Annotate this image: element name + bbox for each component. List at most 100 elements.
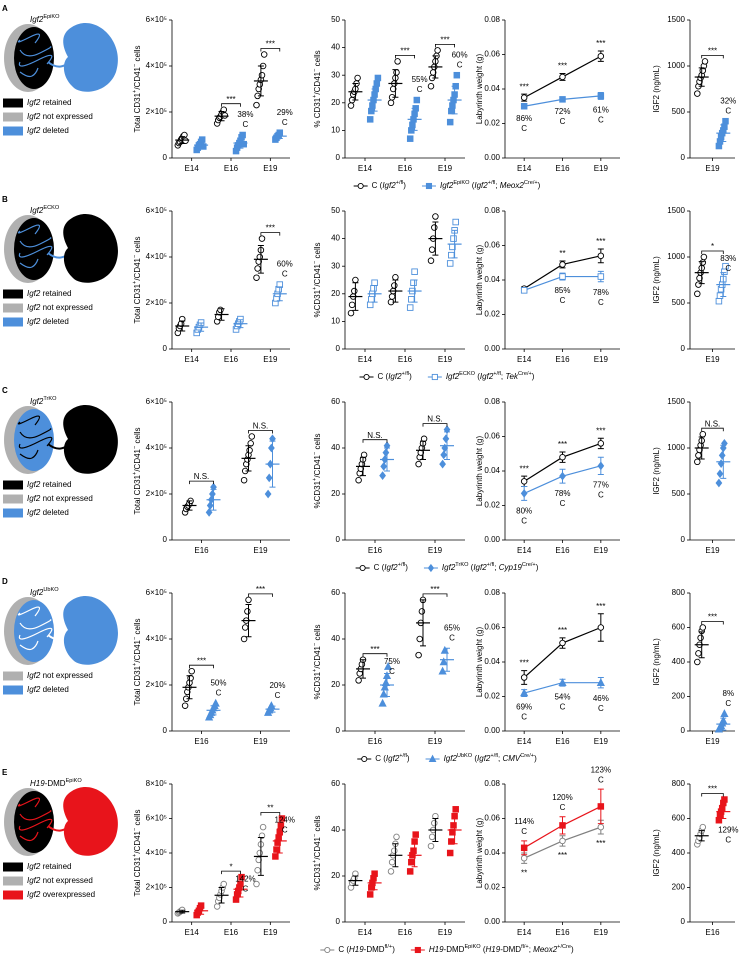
sd-bar [218, 887, 225, 904]
legend-label-part: ( [475, 372, 480, 381]
legend-label-part: H19 [429, 945, 444, 954]
vessel [18, 627, 53, 640]
sd-bar [384, 673, 390, 697]
comparison-label: C [725, 699, 731, 708]
y-tick-label: 2×10⁵ [146, 680, 167, 689]
percent-label: 60% [452, 50, 468, 59]
line-point [597, 252, 605, 260]
data-point [431, 224, 438, 231]
legend: C (Igf2+/fl) Igf2UbKO (Igf2+/fl; CMVCre/+… [357, 753, 537, 763]
data-point [716, 469, 724, 479]
data-point [254, 265, 261, 272]
vessel [19, 619, 52, 630]
comparison-label: C [598, 298, 604, 307]
y-tick-label: 20 [331, 489, 340, 498]
y-tick-label: 0 [681, 535, 686, 544]
line-point [559, 471, 566, 481]
sd-bar [444, 647, 450, 672]
comparison-label: C [521, 124, 527, 133]
y-tick-label: 0.08 [484, 206, 500, 215]
legend-label-part: +/fl [402, 371, 410, 377]
data-point [273, 846, 280, 853]
legend-label-part: ; [501, 372, 505, 381]
y-tick-label: 2×10⁵ [146, 883, 167, 892]
legend-label: C (Igf2+/fl) [375, 753, 410, 763]
line-point [520, 489, 528, 498]
y-axis-title: %CD31+/CD41− cells [312, 433, 322, 508]
sd-bar [198, 141, 205, 150]
data-point [416, 635, 423, 643]
legend-label-part: ) [571, 945, 574, 954]
data-point [439, 657, 448, 666]
significance-label: *** [558, 440, 567, 449]
legend-label-part: ECKO [459, 371, 476, 377]
data-point [406, 868, 414, 875]
percent-label: 120% [552, 793, 572, 802]
data-point [255, 856, 262, 864]
comparison-label: C [521, 827, 527, 836]
percent-label: 78% [554, 489, 570, 498]
labyrinth [14, 218, 54, 280]
y-axis-title: Total CD31+/CD41− cells [132, 809, 142, 896]
y-axis-title-part: %CD31 [313, 671, 322, 699]
y-axis-title-part: − [312, 643, 318, 646]
percent-label: 114% [514, 817, 534, 826]
diagram-title: Igf2UbKO [30, 587, 59, 597]
data-point [440, 450, 448, 460]
diagram-legend-label: Igf2 overexpressed [27, 890, 95, 899]
x-tick-label: E19 [438, 164, 453, 173]
comparison-label: C [598, 775, 604, 784]
data-point [366, 116, 374, 123]
data-point [450, 235, 457, 242]
line-point [597, 52, 605, 60]
legend-label-part: ) [405, 563, 408, 572]
data-point [694, 458, 701, 466]
y-tick-label: 0.04 [484, 657, 500, 666]
comparison-label: C [598, 115, 604, 124]
legend-label-part: +/fl [487, 562, 495, 568]
diagram-legend-label-part: Igf2 [27, 685, 41, 694]
data-point [450, 822, 457, 829]
y-axis-title-part: /CD41 [133, 830, 142, 853]
comparison-label: C [243, 120, 249, 129]
y-axis-title-part: cells [313, 50, 322, 68]
data-point [694, 90, 701, 97]
embryo [63, 214, 118, 283]
diagram-legend-label-part: Igf2 [27, 289, 41, 298]
legend-label-part: +/fl [396, 180, 404, 186]
sd-bar [420, 599, 426, 647]
diagram-legend-label: Igf2 not expressed [27, 303, 93, 312]
x-tick-label: E14 [517, 546, 532, 555]
x-tick-label: E16 [555, 737, 570, 746]
sd-bar [360, 659, 366, 679]
legend-label-part: Igf2 [446, 372, 460, 381]
data-point [347, 309, 355, 317]
legend-swatch [3, 685, 23, 695]
data-point [415, 651, 422, 659]
y-tick-label: 6×10⁵ [146, 15, 167, 24]
significance-bracket [248, 593, 273, 597]
significance-label: N.S. [427, 415, 443, 424]
data-point [366, 301, 374, 309]
data-point [431, 819, 438, 827]
data-point [260, 51, 268, 58]
data-point [393, 833, 400, 841]
sd-bar [444, 431, 450, 460]
data-point [245, 596, 252, 604]
data-point [408, 296, 415, 303]
x-tick-label: E19 [705, 546, 720, 555]
significance-bracket [422, 593, 448, 597]
data-point [352, 276, 359, 284]
line-point [597, 440, 605, 447]
y-tick-label: 500 [672, 298, 686, 307]
y-axis-title: Total CD31+/CD41− cells [132, 45, 142, 132]
sd-bar [237, 880, 244, 898]
data-point [387, 99, 395, 107]
legend-label-part: Igf2 [477, 754, 491, 763]
series-line [523, 626, 602, 678]
data-point [410, 279, 417, 287]
legend-marker [357, 182, 364, 190]
x-tick-label: E19 [253, 737, 268, 746]
vessel [17, 415, 41, 426]
